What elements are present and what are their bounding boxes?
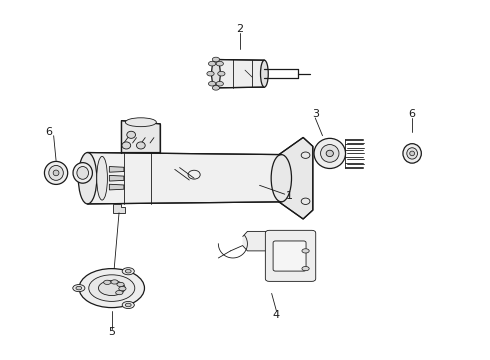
Ellipse shape (98, 281, 125, 296)
Ellipse shape (403, 144, 421, 163)
Polygon shape (279, 138, 313, 219)
Text: 5: 5 (108, 327, 115, 337)
Polygon shape (109, 167, 124, 172)
Ellipse shape (45, 161, 68, 184)
Text: 6: 6 (409, 109, 416, 120)
Ellipse shape (314, 138, 345, 168)
Polygon shape (113, 204, 125, 213)
Ellipse shape (125, 269, 131, 273)
Ellipse shape (78, 153, 97, 204)
Ellipse shape (302, 249, 309, 253)
Ellipse shape (79, 269, 145, 307)
Ellipse shape (73, 163, 93, 183)
FancyBboxPatch shape (273, 241, 306, 271)
Text: 1: 1 (286, 191, 293, 201)
Ellipse shape (137, 142, 145, 149)
Polygon shape (216, 59, 265, 88)
Ellipse shape (212, 57, 220, 62)
Ellipse shape (216, 81, 223, 86)
FancyBboxPatch shape (266, 230, 316, 282)
Ellipse shape (117, 282, 124, 287)
Ellipse shape (49, 166, 63, 180)
Ellipse shape (125, 303, 131, 307)
Ellipse shape (116, 291, 123, 295)
Ellipse shape (119, 287, 126, 291)
Ellipse shape (301, 152, 310, 158)
Text: 3: 3 (312, 109, 318, 120)
Text: 4: 4 (273, 310, 280, 320)
Ellipse shape (302, 266, 309, 271)
Ellipse shape (104, 280, 111, 284)
Polygon shape (122, 121, 160, 153)
Ellipse shape (208, 61, 216, 66)
Ellipse shape (212, 59, 220, 88)
Ellipse shape (301, 198, 310, 204)
Polygon shape (88, 153, 281, 204)
Ellipse shape (125, 118, 156, 127)
Ellipse shape (127, 131, 136, 138)
Ellipse shape (407, 148, 417, 159)
Polygon shape (243, 231, 313, 279)
Ellipse shape (320, 145, 339, 162)
Ellipse shape (77, 167, 89, 179)
Ellipse shape (122, 301, 134, 309)
Ellipse shape (326, 150, 333, 157)
Ellipse shape (53, 170, 59, 176)
Ellipse shape (97, 156, 107, 200)
Ellipse shape (122, 142, 131, 149)
Ellipse shape (111, 280, 118, 284)
Polygon shape (109, 184, 124, 190)
Ellipse shape (261, 60, 268, 87)
Ellipse shape (212, 86, 220, 90)
Ellipse shape (271, 154, 292, 202)
Ellipse shape (218, 71, 225, 76)
Ellipse shape (216, 61, 223, 66)
Ellipse shape (76, 286, 82, 290)
Ellipse shape (208, 81, 216, 86)
Ellipse shape (410, 151, 415, 156)
Ellipse shape (122, 268, 134, 275)
Ellipse shape (73, 284, 85, 292)
Polygon shape (109, 175, 124, 181)
Ellipse shape (207, 71, 214, 76)
Ellipse shape (89, 275, 135, 301)
Text: 6: 6 (45, 127, 52, 137)
Text: 2: 2 (237, 24, 244, 34)
